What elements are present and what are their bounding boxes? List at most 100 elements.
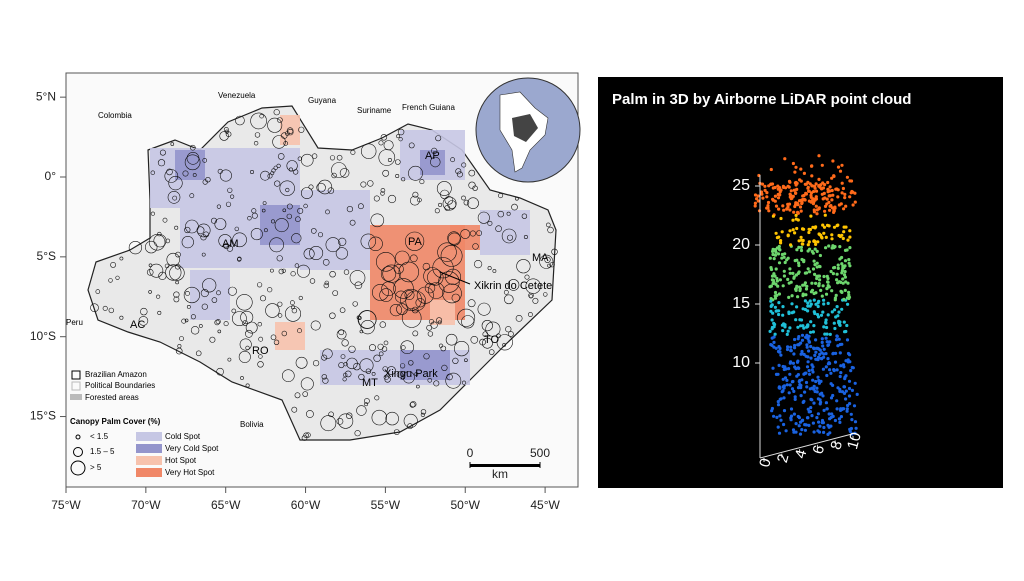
lidar-point bbox=[781, 364, 785, 369]
lidar-point bbox=[805, 385, 809, 389]
palm-circle bbox=[159, 149, 166, 156]
lidar-point bbox=[805, 284, 809, 288]
palm-circle bbox=[219, 169, 232, 182]
palm-circle bbox=[456, 171, 463, 178]
lidar-point bbox=[853, 200, 857, 204]
lidar-point bbox=[809, 320, 813, 324]
lidar-point bbox=[773, 194, 778, 198]
lidar-point bbox=[822, 347, 826, 351]
lidar-point bbox=[842, 273, 847, 277]
palm-circle bbox=[148, 263, 153, 268]
lidar-point bbox=[766, 204, 770, 208]
lidar-point bbox=[769, 266, 773, 270]
lidar-point bbox=[773, 290, 778, 295]
palm-circle bbox=[501, 228, 517, 244]
lidar-point bbox=[756, 199, 760, 203]
palm-circle bbox=[225, 201, 232, 207]
lidar-point bbox=[812, 200, 816, 204]
state-label: MT bbox=[362, 377, 378, 389]
palm-circle bbox=[329, 312, 336, 319]
palm-circle bbox=[289, 300, 295, 306]
palm-circle bbox=[128, 241, 142, 255]
palm-circle bbox=[401, 177, 406, 182]
lidar-point bbox=[839, 289, 843, 293]
palm-circle bbox=[353, 362, 361, 371]
palm-circle bbox=[528, 294, 534, 299]
legend-circle bbox=[75, 434, 81, 440]
lidar-point bbox=[838, 351, 842, 355]
lidar-point bbox=[851, 203, 855, 207]
lidar-point bbox=[796, 271, 801, 275]
lidar-point bbox=[832, 225, 837, 229]
lidar-point bbox=[771, 278, 776, 282]
palm-circle bbox=[528, 312, 533, 317]
lidar-point bbox=[841, 236, 845, 241]
lidar-point bbox=[786, 345, 790, 349]
lidar-point bbox=[825, 373, 829, 378]
lidar-point bbox=[780, 256, 784, 260]
lidar-point bbox=[789, 349, 793, 353]
lidar-point bbox=[833, 308, 837, 312]
lidar-point bbox=[816, 412, 821, 416]
lidar-point bbox=[788, 208, 792, 212]
palm-circle bbox=[457, 308, 476, 327]
palm-circle bbox=[341, 339, 349, 347]
palm-circle bbox=[417, 197, 422, 203]
lidar-point bbox=[791, 218, 795, 222]
lidar-point bbox=[788, 267, 792, 271]
palm-circle bbox=[310, 228, 317, 234]
lidar-point bbox=[844, 329, 848, 334]
lidar-point bbox=[792, 352, 796, 356]
lidar-point bbox=[822, 191, 826, 195]
palm-circle bbox=[300, 153, 314, 167]
palm-circle bbox=[156, 294, 161, 299]
palm-circle bbox=[422, 262, 431, 271]
state-label: MA bbox=[532, 252, 549, 264]
lidar-point bbox=[853, 431, 857, 435]
lidar-point bbox=[781, 204, 785, 208]
lidar-point bbox=[827, 200, 831, 204]
lidar-point bbox=[771, 366, 775, 370]
lidar-point bbox=[763, 188, 767, 192]
lidar-point bbox=[772, 335, 776, 339]
lidar-point bbox=[787, 391, 791, 395]
lidar-point bbox=[839, 415, 844, 419]
lidar-point bbox=[802, 326, 806, 330]
palm-circle bbox=[338, 413, 354, 429]
lidar-point bbox=[806, 267, 810, 271]
lidar-point bbox=[815, 416, 819, 420]
lidar-point bbox=[813, 389, 817, 394]
lidar-point bbox=[789, 360, 793, 364]
palm-circle bbox=[437, 242, 457, 262]
palm-circle bbox=[442, 196, 457, 211]
palm-circle bbox=[166, 252, 180, 267]
palm-circle bbox=[430, 156, 441, 168]
lidar-point bbox=[782, 384, 787, 388]
lidar-point bbox=[834, 351, 838, 355]
lidar-point bbox=[829, 415, 833, 420]
palm-circle bbox=[470, 335, 479, 344]
lidar-point bbox=[790, 294, 794, 298]
spot-cell bbox=[275, 322, 305, 350]
legend-swatch bbox=[136, 444, 162, 453]
palm-circle bbox=[409, 254, 418, 263]
palm-circle bbox=[323, 282, 329, 289]
palm-circle bbox=[284, 305, 301, 322]
lidar-point bbox=[787, 281, 791, 285]
palm-circle bbox=[173, 296, 180, 303]
lidar-point bbox=[824, 336, 828, 340]
lidar-point bbox=[845, 407, 849, 411]
palm-circle bbox=[363, 398, 370, 404]
palm-circle bbox=[461, 380, 467, 385]
lidar-point bbox=[795, 305, 799, 309]
palm-circle bbox=[223, 127, 229, 132]
palm-circle bbox=[346, 412, 353, 419]
lidar-point bbox=[822, 298, 826, 302]
palm-circle bbox=[324, 280, 329, 286]
palm-circle bbox=[436, 181, 452, 196]
lidar-point bbox=[826, 280, 830, 284]
palm-circle bbox=[452, 357, 459, 365]
lidar-point bbox=[802, 372, 806, 376]
palm-circle bbox=[393, 278, 414, 299]
lidar-point bbox=[818, 398, 822, 402]
